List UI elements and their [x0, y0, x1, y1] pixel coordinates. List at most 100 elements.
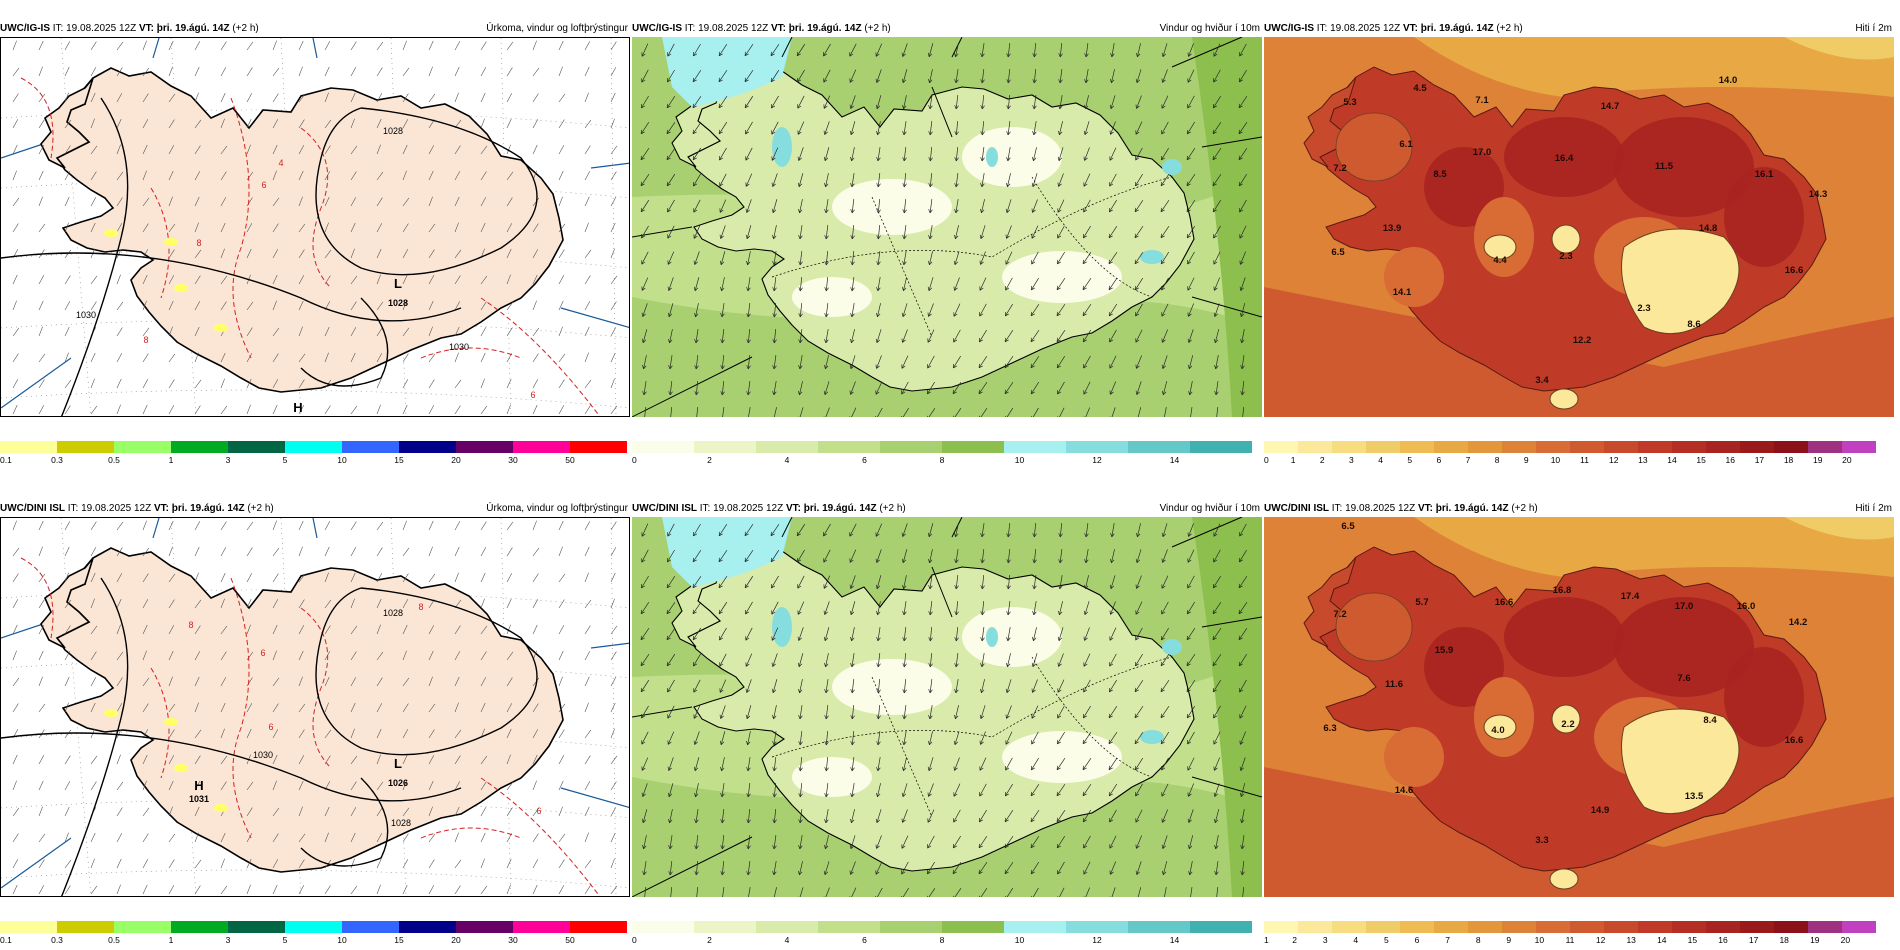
map-view[interactable]: [632, 517, 1262, 897]
wind-barb: [324, 572, 329, 583]
wind-barb: [12, 223, 19, 233]
wind-arrow: [718, 523, 728, 537]
wind-barb: [38, 625, 45, 635]
wind-barb: [428, 833, 436, 843]
temperature-label: 6.1: [1399, 139, 1413, 150]
wind-barb: [220, 92, 226, 103]
wind-barb: [558, 300, 564, 311]
wind-barb: [350, 248, 355, 259]
wind-barb: [532, 223, 539, 233]
wind-barb: [64, 301, 71, 311]
wind-barb: [454, 326, 460, 337]
wind-arrow: [1238, 148, 1248, 160]
wind-barb: [194, 521, 201, 531]
wind-arrow: [1135, 329, 1143, 343]
wind-arrow: [953, 355, 961, 369]
wind-arrow: [667, 523, 675, 537]
wind-barb: [376, 353, 383, 363]
temperature-label: 5.7: [1415, 597, 1428, 608]
wind-arrow: [876, 69, 882, 83]
wind-arrow: [670, 887, 673, 897]
map-view[interactable]: 15.44.96.516.616.817.417.016.07.25.714.2…: [1264, 517, 1894, 897]
scale-tick-label: 0.5: [108, 935, 120, 945]
wind-arrow: [772, 199, 778, 213]
wind-barb: [64, 676, 70, 687]
wind-barb: [168, 780, 174, 791]
wind-arrow: [1032, 199, 1038, 213]
wind-arrow: [851, 757, 855, 771]
wind-barb: [220, 352, 226, 363]
wind-arrow: [927, 835, 935, 849]
scale-tick-label: 10: [1014, 455, 1025, 465]
scale-tick-label: 3: [225, 455, 231, 465]
wind-barb: [142, 327, 150, 337]
scale-tick-label: 20: [1840, 935, 1851, 945]
wind-barb: [272, 624, 278, 635]
scale-swatch: [818, 921, 880, 933]
wind-arrow: [851, 251, 855, 265]
wind-barb: [584, 729, 592, 739]
wind-barb: [506, 573, 513, 583]
wind-arrow: [1004, 329, 1014, 343]
wind-arrow: [1161, 627, 1169, 641]
temperature-label: 7.2: [1333, 163, 1346, 174]
wind-barb: [532, 547, 540, 557]
wind-arrow: [980, 251, 986, 265]
wind-arrow: [851, 303, 855, 317]
wind-barb: [558, 885, 565, 895]
wind-arrow: [877, 653, 881, 667]
wind-barb: [64, 651, 71, 661]
scale-tick-label: 2: [1292, 935, 1297, 945]
wind-barb: [376, 807, 383, 817]
map-view[interactable]: [632, 37, 1262, 417]
wind-arrow: [722, 407, 725, 417]
lead-offset: (+2 h): [247, 503, 274, 514]
wind-arrow: [797, 121, 805, 135]
scale-swatch: [880, 921, 942, 933]
scale-swatch: [818, 441, 880, 453]
scale-tick-label: 19: [1812, 455, 1823, 465]
wind-arrow: [1031, 757, 1039, 771]
map-view[interactable]: L1028H103110281030103086486: [0, 37, 630, 417]
wind-barb: [480, 677, 487, 687]
wind-barb: [350, 521, 357, 531]
wind-barb: [194, 196, 200, 207]
wind-arrow: [1241, 381, 1245, 395]
wind-arrow: [773, 887, 777, 897]
wind-arrow: [1135, 147, 1143, 161]
wind-arrow: [642, 329, 648, 343]
wind-barb: [480, 301, 487, 311]
map-view[interactable]: 14.0 4.5 5.3 7.1 14.7 6.1 17.0 16.4 11.5 7.2 8.5 16…: [1264, 37, 1894, 417]
scale-tick-label: 19: [1810, 935, 1820, 945]
wind-arrow: [902, 783, 908, 797]
scale-swatch: [228, 921, 285, 933]
wind-barb: [220, 171, 227, 181]
wind-barb: [584, 625, 591, 635]
wind-arrow: [851, 705, 855, 719]
wind-barb: [12, 67, 20, 77]
temperature-label: 7.6: [1677, 673, 1690, 684]
wind-barb: [298, 780, 304, 791]
valid-time-label: VT:: [785, 503, 801, 514]
wind-barb: [480, 352, 486, 363]
wind-arrow: [1083, 173, 1091, 187]
wind-barb: [480, 197, 487, 207]
wind-barb: [194, 651, 201, 661]
wind-arrow: [721, 381, 725, 395]
wind-barb: [272, 40, 277, 51]
wind-barb: [298, 806, 303, 817]
wind-barb: [454, 885, 461, 895]
scale-swatch: [880, 441, 942, 453]
wind-barb: [558, 755, 565, 765]
wind-arrow: [1238, 122, 1248, 134]
wind-barb: [38, 145, 45, 155]
wind-barb: [194, 806, 200, 817]
map-view[interactable]: L 1026 H 1031 1028 1028 1030 8 6 6 8 6: [0, 517, 630, 897]
wind-arrow: [1033, 121, 1037, 135]
wind-arrow: [1030, 861, 1040, 875]
wind-barb: [168, 170, 174, 181]
wind-arrow: [771, 627, 779, 641]
wind-arrow: [1214, 303, 1220, 317]
wind-barb: [454, 275, 461, 285]
wind-arrow: [771, 575, 779, 589]
